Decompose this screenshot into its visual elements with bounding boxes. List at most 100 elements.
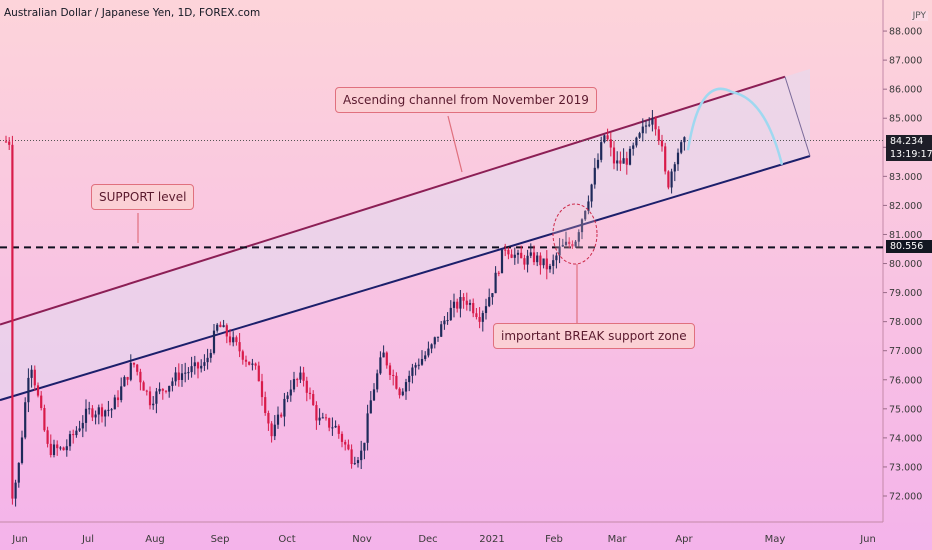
candle-body bbox=[488, 297, 491, 307]
candle-body bbox=[120, 386, 123, 401]
candle-body bbox=[72, 434, 75, 436]
candle-body bbox=[641, 126, 644, 134]
candle-body bbox=[552, 260, 555, 266]
y-tick-label: 79.000 bbox=[889, 288, 922, 299]
candle-body bbox=[472, 303, 475, 314]
candle-body bbox=[596, 159, 600, 168]
projection-arc[interactable] bbox=[686, 87, 784, 166]
candle-body bbox=[241, 351, 244, 360]
candle-body bbox=[475, 313, 478, 318]
candle-body bbox=[136, 364, 139, 372]
candle-body bbox=[251, 363, 254, 365]
candle-body bbox=[190, 366, 193, 373]
candle-body bbox=[232, 337, 235, 343]
candle-body bbox=[184, 372, 187, 374]
candle-body bbox=[260, 381, 264, 398]
candle-body bbox=[129, 362, 132, 380]
break-zone-circle[interactable] bbox=[552, 203, 598, 265]
candle-body bbox=[56, 444, 59, 449]
candle-body bbox=[235, 337, 238, 343]
candle-body bbox=[545, 258, 548, 270]
y-tick-label: 82.000 bbox=[889, 201, 922, 212]
candle-body bbox=[132, 362, 136, 365]
y-tick-label: 80.000 bbox=[889, 259, 922, 270]
candle-body bbox=[427, 348, 430, 356]
candle-body bbox=[520, 252, 523, 259]
candle-body bbox=[548, 265, 552, 270]
candle-body bbox=[657, 129, 660, 141]
x-tick-label: Jun bbox=[11, 534, 28, 545]
y-tick-label: 74.000 bbox=[889, 433, 922, 444]
candle-body bbox=[219, 324, 222, 328]
chart-title: Australian Dollar / Japanese Yen, 1D, FO… bbox=[4, 7, 261, 19]
candle-body bbox=[667, 171, 670, 188]
candle-body bbox=[616, 160, 619, 164]
candle-body bbox=[622, 158, 625, 164]
candle-body bbox=[228, 336, 232, 343]
candle-body bbox=[388, 365, 392, 375]
candle-body bbox=[603, 135, 606, 143]
candle-body bbox=[334, 425, 337, 428]
support-annotation[interactable]: SUPPORT level bbox=[91, 184, 195, 210]
candle-body bbox=[193, 362, 196, 367]
candle-body bbox=[504, 249, 507, 251]
candle-body bbox=[331, 427, 334, 429]
candle-body bbox=[107, 409, 110, 411]
channel-lower-line[interactable] bbox=[0, 155, 811, 402]
x-tick-label: Apr bbox=[675, 534, 693, 545]
candle-body bbox=[337, 425, 340, 434]
candle-body bbox=[65, 446, 68, 451]
candle-body bbox=[430, 344, 433, 349]
candle-body bbox=[539, 255, 542, 266]
candle-body bbox=[526, 255, 529, 265]
channel-annotation[interactable]: Ascending channel from November 2019 bbox=[335, 87, 597, 113]
candle-body bbox=[123, 377, 126, 387]
candle-body bbox=[619, 160, 622, 164]
candle-body bbox=[580, 219, 584, 233]
y-tick-label: 86.000 bbox=[889, 85, 922, 96]
candle-body bbox=[673, 164, 676, 172]
x-tick-label: Nov bbox=[352, 534, 372, 545]
candle-body bbox=[283, 398, 286, 417]
candle-body bbox=[238, 342, 241, 352]
candle-body bbox=[555, 255, 558, 261]
candle-body bbox=[24, 402, 27, 438]
channel-annotation-pointer bbox=[447, 115, 463, 173]
candle-body bbox=[638, 133, 641, 138]
candle-body bbox=[4, 141, 8, 143]
candle-body bbox=[299, 372, 302, 380]
candle-body bbox=[436, 336, 440, 338]
candle-body bbox=[465, 300, 468, 305]
break-annotation[interactable]: important BREAK support zone bbox=[493, 323, 695, 349]
candle-body bbox=[315, 405, 318, 421]
candle-body bbox=[225, 325, 228, 337]
candle-body bbox=[433, 337, 436, 345]
channel-upper-line[interactable] bbox=[0, 75, 786, 326]
candle-body bbox=[318, 417, 321, 421]
candle-body bbox=[459, 297, 462, 309]
candle-body bbox=[420, 358, 424, 365]
candle-body bbox=[481, 313, 484, 322]
candle-body bbox=[187, 372, 190, 374]
candle-body bbox=[110, 409, 113, 411]
candle-body bbox=[158, 388, 161, 392]
candle-body bbox=[507, 249, 510, 255]
candle-body bbox=[676, 152, 680, 165]
candle-body bbox=[424, 355, 427, 359]
candle-body bbox=[270, 423, 273, 437]
candle-body bbox=[148, 391, 152, 406]
candle-body bbox=[59, 447, 62, 449]
candle-body bbox=[139, 371, 142, 383]
candle-body bbox=[11, 144, 14, 499]
candle-body bbox=[340, 433, 344, 442]
x-tick-label: Jul bbox=[81, 534, 94, 545]
candle-body bbox=[440, 324, 443, 337]
candle-body bbox=[52, 444, 56, 456]
x-tick-label: Jun bbox=[859, 534, 876, 545]
channel-fill bbox=[0, 68, 810, 401]
candle-body bbox=[417, 364, 420, 366]
candle-body bbox=[75, 430, 78, 436]
candle-body bbox=[414, 365, 417, 368]
candle-body bbox=[30, 369, 33, 378]
